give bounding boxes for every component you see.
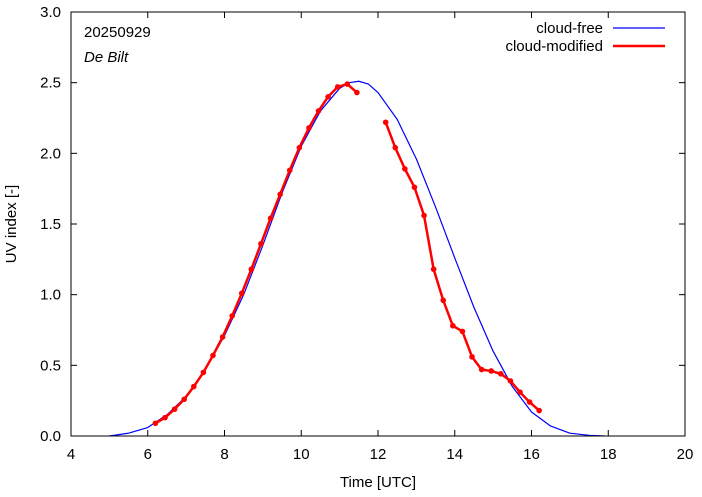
data-point-cloud-modified — [402, 166, 408, 172]
x-axis-label: Time [UTC] — [340, 474, 416, 491]
data-point-cloud-modified — [440, 297, 447, 304]
y-tick-label: 1.5 — [40, 216, 61, 233]
x-tick-label: 8 — [220, 446, 228, 463]
data-point-cloud-modified — [229, 313, 235, 319]
y-tick-label: 1.0 — [40, 287, 61, 304]
x-tick-label: 20 — [677, 446, 694, 463]
x-tick-label: 6 — [144, 446, 152, 463]
ticks-layer: 4 6 8 10 12 14 16 18 20 0.0 0.5 1.0 1.5 2.0 2.5 3.0 — [40, 4, 693, 463]
data-point-cloud-modified — [277, 191, 283, 198]
legend: cloud-free cloud-modified — [505, 20, 665, 55]
y-tick-label: 2.5 — [40, 75, 61, 92]
data-point-cloud-modified — [392, 144, 399, 151]
data-point-cloud-modified — [258, 240, 264, 247]
data-point-cloud-modified — [286, 167, 293, 174]
data-point-cloud-modified — [200, 369, 207, 376]
location-label: De Bilt — [84, 49, 129, 66]
x-tick-label: 18 — [600, 446, 617, 463]
data-point-cloud-modified — [306, 125, 312, 131]
y-tick-label: 3.0 — [40, 4, 61, 21]
data-point-cloud-modified — [498, 371, 504, 377]
data-point-cloud-modified — [238, 290, 245, 297]
data-point-cloud-modified — [191, 383, 197, 390]
data-point-cloud-modified — [526, 399, 533, 405]
data-point-cloud-modified — [344, 81, 351, 87]
data-point-cloud-modified — [488, 368, 495, 374]
x-tick-label: 14 — [446, 446, 463, 463]
y-axis-label: UV index [-] — [3, 185, 20, 263]
data-point-cloud-modified — [478, 366, 485, 373]
series-line-cloud-modified — [154, 82, 358, 425]
x-tick-label: 12 — [370, 446, 387, 463]
data-point-cloud-modified — [430, 266, 437, 273]
date-label: 20250929 — [84, 24, 151, 41]
data-point-cloud-modified — [210, 352, 216, 359]
data-point-cloud-modified — [152, 420, 159, 427]
data-point-cloud-modified — [219, 334, 226, 340]
data-point-cloud-modified — [411, 184, 418, 191]
y-tick-label: 0.0 — [40, 428, 61, 445]
data-point-cloud-modified — [459, 328, 466, 335]
data-point-cloud-modified — [171, 406, 178, 412]
x-tick-label: 10 — [293, 446, 310, 463]
x-tick-label: 16 — [523, 446, 540, 463]
data-point-cloud-modified — [315, 108, 322, 114]
y-tick-label: 2.0 — [40, 145, 61, 162]
data-point-cloud-modified — [325, 94, 331, 100]
data-point-cloud-modified — [162, 414, 168, 421]
data-point-cloud-modified — [354, 89, 360, 96]
data-point-cloud-modified — [536, 407, 542, 414]
x-tick-label: 4 — [67, 446, 75, 463]
data-point-cloud-modified — [296, 144, 303, 151]
data-point-cloud-modified — [517, 389, 523, 395]
data-point-cloud-modified — [469, 354, 475, 360]
data-point-cloud-modified — [421, 212, 427, 219]
data-point-cloud-modified — [450, 322, 456, 329]
data-point-cloud-modified — [248, 266, 255, 273]
data-point-cloud-modified — [334, 84, 341, 90]
legend-label-cloud-modified: cloud-modified — [505, 38, 603, 55]
data-point-cloud-modified — [267, 215, 274, 222]
data-point-cloud-modified — [507, 378, 514, 384]
data-point-cloud-modified — [181, 396, 188, 403]
data-point-cloud-modified — [382, 119, 389, 126]
legend-label-cloud-free: cloud-free — [536, 20, 603, 37]
series-layer — [109, 80, 605, 437]
y-tick-label: 0.5 — [40, 357, 61, 374]
